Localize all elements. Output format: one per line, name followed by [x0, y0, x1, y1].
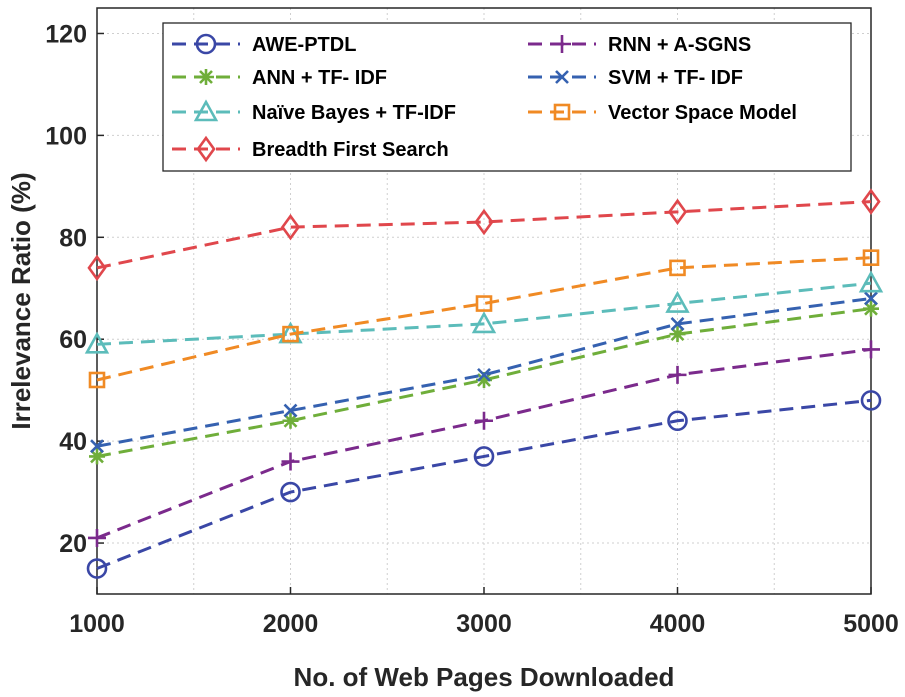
legend-entry-ann-tf-idf: ANN + TF- IDF — [172, 67, 387, 89]
y-tick-label: 40 — [59, 428, 87, 456]
data-point-vector-space-model — [88, 371, 106, 389]
data-point-svm-tf-idf — [477, 367, 491, 382]
data-point-awe-ptdl — [473, 446, 495, 467]
data-point-ann-tf-idf — [89, 448, 105, 465]
legend: AWE-PTDL RNN + A-SGNS ANN + TF- IDF SVM + T… — [162, 22, 852, 172]
legend-label-awe-ptdl: AWE-PTDL — [252, 34, 356, 56]
legend-marker-svm-tf-idf — [555, 70, 569, 84]
data-point-rnn-a-sgns — [668, 365, 687, 384]
series-line-awe-ptdl — [96, 398, 872, 570]
legend-entry-svm-tf-idf: SVM + TF- IDF — [528, 67, 743, 89]
series-line-na-ve-bayes-tf-idf — [96, 281, 872, 346]
data-point-svm-tf-idf — [283, 403, 298, 418]
y-tick-label: 60 — [59, 326, 87, 354]
legend-label-vector-space-model: Vector Space Model — [608, 102, 797, 124]
legend-marker-vector-space-model — [553, 103, 571, 121]
series-line-vector-space-model — [96, 256, 872, 382]
legend-entry-rnn-a-sgns: RNN + A-SGNS — [528, 34, 751, 56]
data-point-svm-tf-idf — [670, 317, 685, 331]
series-group — [84, 188, 884, 579]
y-tick-label: 120 — [45, 20, 87, 48]
tick-labels: 1000 2000 3000 4000 5000 20 40 60 80 100 120 — [45, 20, 899, 638]
data-point-vector-space-model — [282, 325, 299, 343]
x-axis-title: No. of Web Pages Downloaded — [294, 662, 675, 692]
series-line-breadth-first-search — [96, 200, 872, 270]
data-point-svm-tf-idf — [90, 439, 104, 454]
data-point-rnn-a-sgns — [88, 528, 106, 547]
data-point-svm-tf-idf — [864, 291, 878, 306]
legend-label-rnn-a-sgns: RNN + A-SGNS — [608, 34, 751, 56]
legend-entry-na-ve-bayes-tf-idf: Naïve Bayes + TF-IDF — [172, 99, 456, 124]
data-point-breadth-first-search — [667, 198, 688, 226]
legend-entry-vector-space-model: Vector Space Model — [528, 102, 797, 124]
data-point-na-ve-bayes-tf-idf — [858, 270, 884, 293]
data-point-awe-ptdl — [860, 390, 882, 411]
x-tick-label: 5000 — [843, 610, 899, 638]
data-point-breadth-first-search — [280, 213, 301, 241]
series-rnn-a-sgns — [88, 340, 880, 547]
data-point-rnn-a-sgns — [475, 411, 493, 430]
data-point-breadth-first-search — [861, 188, 881, 215]
x-tick-label: 1000 — [69, 610, 125, 638]
data-point-na-ve-bayes-tf-idf — [471, 311, 497, 334]
series-vector-space-model — [88, 249, 880, 389]
y-tick-label: 80 — [59, 224, 87, 252]
legend-label-breadth-first-search: Breadth First Search — [252, 139, 449, 161]
data-point-breadth-first-search — [474, 208, 494, 236]
legend-marker-ann-tf-idf — [198, 69, 214, 85]
data-point-ann-tf-idf — [476, 371, 492, 388]
x-tick-label: 2000 — [263, 610, 319, 638]
data-point-breadth-first-search — [87, 254, 107, 282]
series-ann-tf-idf — [89, 300, 879, 465]
series-awe-ptdl — [86, 390, 882, 579]
y-tick-label: 20 — [59, 530, 87, 558]
legend-marker-na-ve-bayes-tf-idf — [193, 99, 219, 122]
y-axis-title: Irrelevance Ratio (%) — [6, 172, 36, 429]
data-point-na-ve-bayes-tf-idf — [84, 331, 110, 354]
data-point-na-ve-bayes-tf-idf — [665, 290, 690, 313]
series-breadth-first-search — [87, 188, 881, 282]
legend-marker-breadth-first-search — [196, 135, 216, 163]
legend-label-ann-tf-idf: ANN + TF- IDF — [252, 67, 387, 89]
legend-marker-rnn-a-sgns — [553, 35, 571, 53]
legend-box — [162, 22, 852, 172]
data-point-awe-ptdl — [86, 558, 108, 579]
legend-label-svm-tf-idf: SVM + TF- IDF — [608, 67, 743, 89]
y-tick-label: 100 — [45, 122, 87, 150]
data-point-ann-tf-idf — [863, 300, 879, 317]
data-point-awe-ptdl — [667, 410, 688, 432]
series-svm-tf-idf — [90, 291, 878, 454]
data-point-vector-space-model — [475, 295, 493, 312]
data-point-rnn-a-sgns — [281, 452, 300, 471]
data-point-vector-space-model — [669, 259, 686, 277]
series-na-ve-bayes-tf-idf — [84, 270, 884, 354]
legend-entry-breadth-first-search: Breadth First Search — [172, 135, 449, 163]
data-point-vector-space-model — [862, 249, 880, 266]
x-tick-label: 4000 — [650, 610, 706, 638]
legend-label-na-ve-bayes-tf-idf: Naïve Bayes + TF-IDF — [252, 102, 456, 124]
legend-entry-awe-ptdl: AWE-PTDL — [172, 33, 356, 56]
data-point-ann-tf-idf — [282, 412, 299, 429]
x-tick-label: 3000 — [456, 610, 512, 638]
data-point-ann-tf-idf — [669, 326, 686, 343]
data-point-rnn-a-sgns — [862, 340, 880, 359]
data-point-awe-ptdl — [280, 481, 301, 503]
legend-marker-awe-ptdl — [195, 33, 217, 55]
